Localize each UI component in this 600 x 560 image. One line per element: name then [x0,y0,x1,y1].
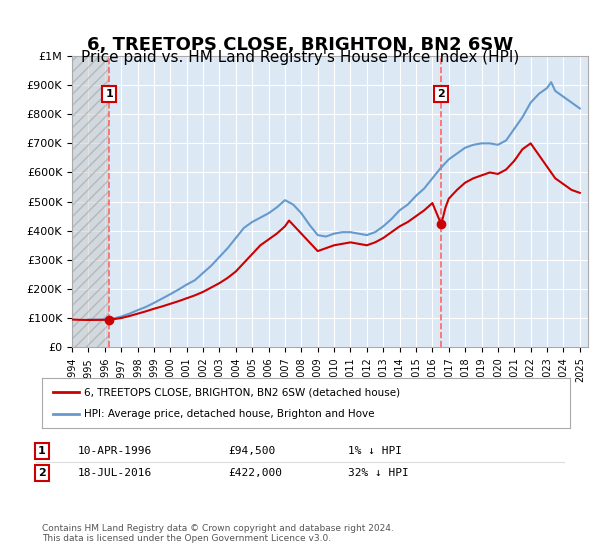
Text: 6, TREETOPS CLOSE, BRIGHTON, BN2 6SW (detached house): 6, TREETOPS CLOSE, BRIGHTON, BN2 6SW (de… [84,387,400,397]
Text: Contains HM Land Registry data © Crown copyright and database right 2024.
This d: Contains HM Land Registry data © Crown c… [42,524,394,543]
Text: 1: 1 [106,89,113,99]
Text: 1: 1 [38,446,46,456]
Text: £422,000: £422,000 [228,468,282,478]
Text: 10-APR-1996: 10-APR-1996 [78,446,152,456]
Text: 1% ↓ HPI: 1% ↓ HPI [348,446,402,456]
Text: 32% ↓ HPI: 32% ↓ HPI [348,468,409,478]
Bar [72,56,109,347]
Text: 6, TREETOPS CLOSE, BRIGHTON, BN2 6SW: 6, TREETOPS CLOSE, BRIGHTON, BN2 6SW [87,36,513,54]
Text: 2: 2 [38,468,46,478]
Text: 2: 2 [437,89,445,99]
Text: £94,500: £94,500 [228,446,275,456]
Text: Price paid vs. HM Land Registry's House Price Index (HPI): Price paid vs. HM Land Registry's House … [81,50,519,66]
Text: 18-JUL-2016: 18-JUL-2016 [78,468,152,478]
Text: HPI: Average price, detached house, Brighton and Hove: HPI: Average price, detached house, Brig… [84,409,375,419]
